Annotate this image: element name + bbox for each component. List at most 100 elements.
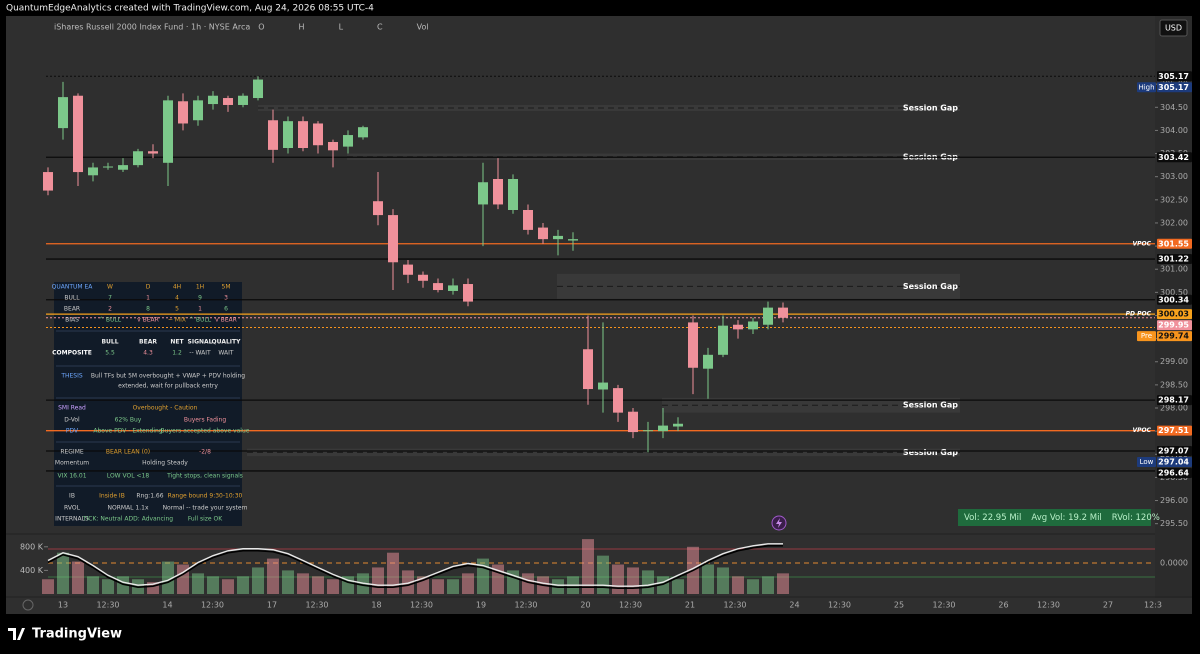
candle-body [718,325,728,355]
panel-cell: 1 [146,295,150,302]
volume-bar [147,582,159,594]
panel-cell: Momentum [55,460,89,467]
x-tick-label: 12:3 [1144,601,1162,610]
candle-body [88,167,98,176]
panel-cell: WAIT [218,350,233,357]
x-tick-label: 12:30 [723,601,746,610]
x-tick-label: 26 [998,601,1008,610]
level-label-box [1157,457,1192,468]
volume-bar [582,539,594,594]
volume-bar [447,579,459,594]
session-gap-label: Session Gap [903,103,958,112]
candle-body [178,101,188,124]
currency-box[interactable] [1159,19,1188,37]
level-label-box [1157,425,1192,436]
panel-cell: 4.3 [143,350,153,357]
candle-body [208,95,218,105]
level-label: 297.04 [1158,458,1189,467]
panel-cell: 3 [224,295,228,302]
candle-body [313,123,323,146]
panel-cell: BIAS [65,317,79,324]
x-tick-label: 12:30 [96,601,119,610]
panel-cell: VIX 16.01 [57,473,86,480]
level-label: 297.51 [1158,426,1189,435]
candle-body [373,201,383,216]
candle-body [418,274,428,281]
thesis-line: extended, wait for pullback entry [118,383,218,390]
x-tick-label: 12:30 [514,601,537,610]
panel-header: BEAR [139,339,157,346]
volume-bar [702,564,714,594]
candle-body [658,425,668,432]
candle-body [223,98,233,105]
candle-body [478,182,488,205]
brand-logo [8,628,25,640]
candle-body [508,179,518,210]
level-label-box [1157,468,1192,479]
volume-bar [162,561,174,594]
volume-bar [432,579,444,594]
x-tick-label: 14 [162,601,172,610]
legend-symbol: iShares Russell 2000 Index Fund · 1h · N… [54,23,250,32]
volume-bar [522,573,534,594]
candle-body [58,97,68,129]
panel-cell: Above PDV - Extending [93,428,162,435]
panel-cell: 4 [175,295,179,302]
panel-cell: 5 [175,306,179,313]
volume-bar [627,567,639,594]
x-tick-label: 12:30 [1037,601,1060,610]
level-label: 305.17 [1158,83,1189,92]
level-tag: VPOC [1132,427,1151,434]
volume-tick-label: 800 K [20,542,44,551]
x-tick-label: 19 [476,601,486,610]
level-tag: PD POC [1126,311,1152,318]
level-label-box [1157,294,1192,305]
panel-cell: v BEAR [137,317,159,324]
zoom-icon[interactable] [22,599,34,611]
panel-cell: Full size OK [188,516,223,523]
candle-body [748,321,758,330]
panel-cell: BULL [64,295,80,302]
candle-body [328,141,338,151]
candle-body [688,322,698,368]
x-tick-label: 17 [267,601,277,610]
panel-cell: Buyers Fading [184,417,227,424]
x-tick-label: 25 [894,601,904,610]
candle-body [523,209,533,230]
candle-body [763,307,773,325]
level-label: 300.03 [1158,310,1189,319]
panel-header: SIGNAL [188,339,213,346]
volume-bar [387,552,399,594]
y-tick-label: 302.50 [1160,195,1188,204]
level-label: 299.74 [1158,332,1189,341]
volume-bar [102,579,114,594]
thesis-line: Bull TFs but 5M overbought + VWAP + PDV … [91,373,245,380]
level-label-box [1157,320,1192,331]
brand: TradingView [32,627,122,642]
level-label-box [1157,446,1192,457]
panel-cell: D-Vol [64,417,80,424]
x-tick-label: 24 [789,601,799,610]
panel-cell: 1 [198,306,202,313]
candle-body [448,285,458,291]
volume-bar [612,564,624,594]
candle-body [613,388,623,413]
candle-body [643,430,653,432]
volume-bar [747,579,759,594]
candle-body [403,264,413,275]
indicator-panel [54,282,242,526]
volume-info-box [958,509,1151,526]
candle-body [598,382,608,390]
level-label-box [1157,309,1192,320]
session-gap [247,448,960,457]
currency[interactable]: USD [1165,24,1182,33]
legend-field: C [377,23,383,32]
panel-cell: IB [69,493,75,500]
header-title: QuantumEdgeAnalytics created with Tradin… [6,4,374,14]
panel-cell: -- WAIT [189,350,211,357]
level-label: 301.22 [1158,255,1189,264]
candle-body [553,235,563,240]
panel-cell: Inside IB [99,493,125,500]
candle-body [703,354,713,369]
y-tick-label: 304.00 [1160,126,1188,135]
